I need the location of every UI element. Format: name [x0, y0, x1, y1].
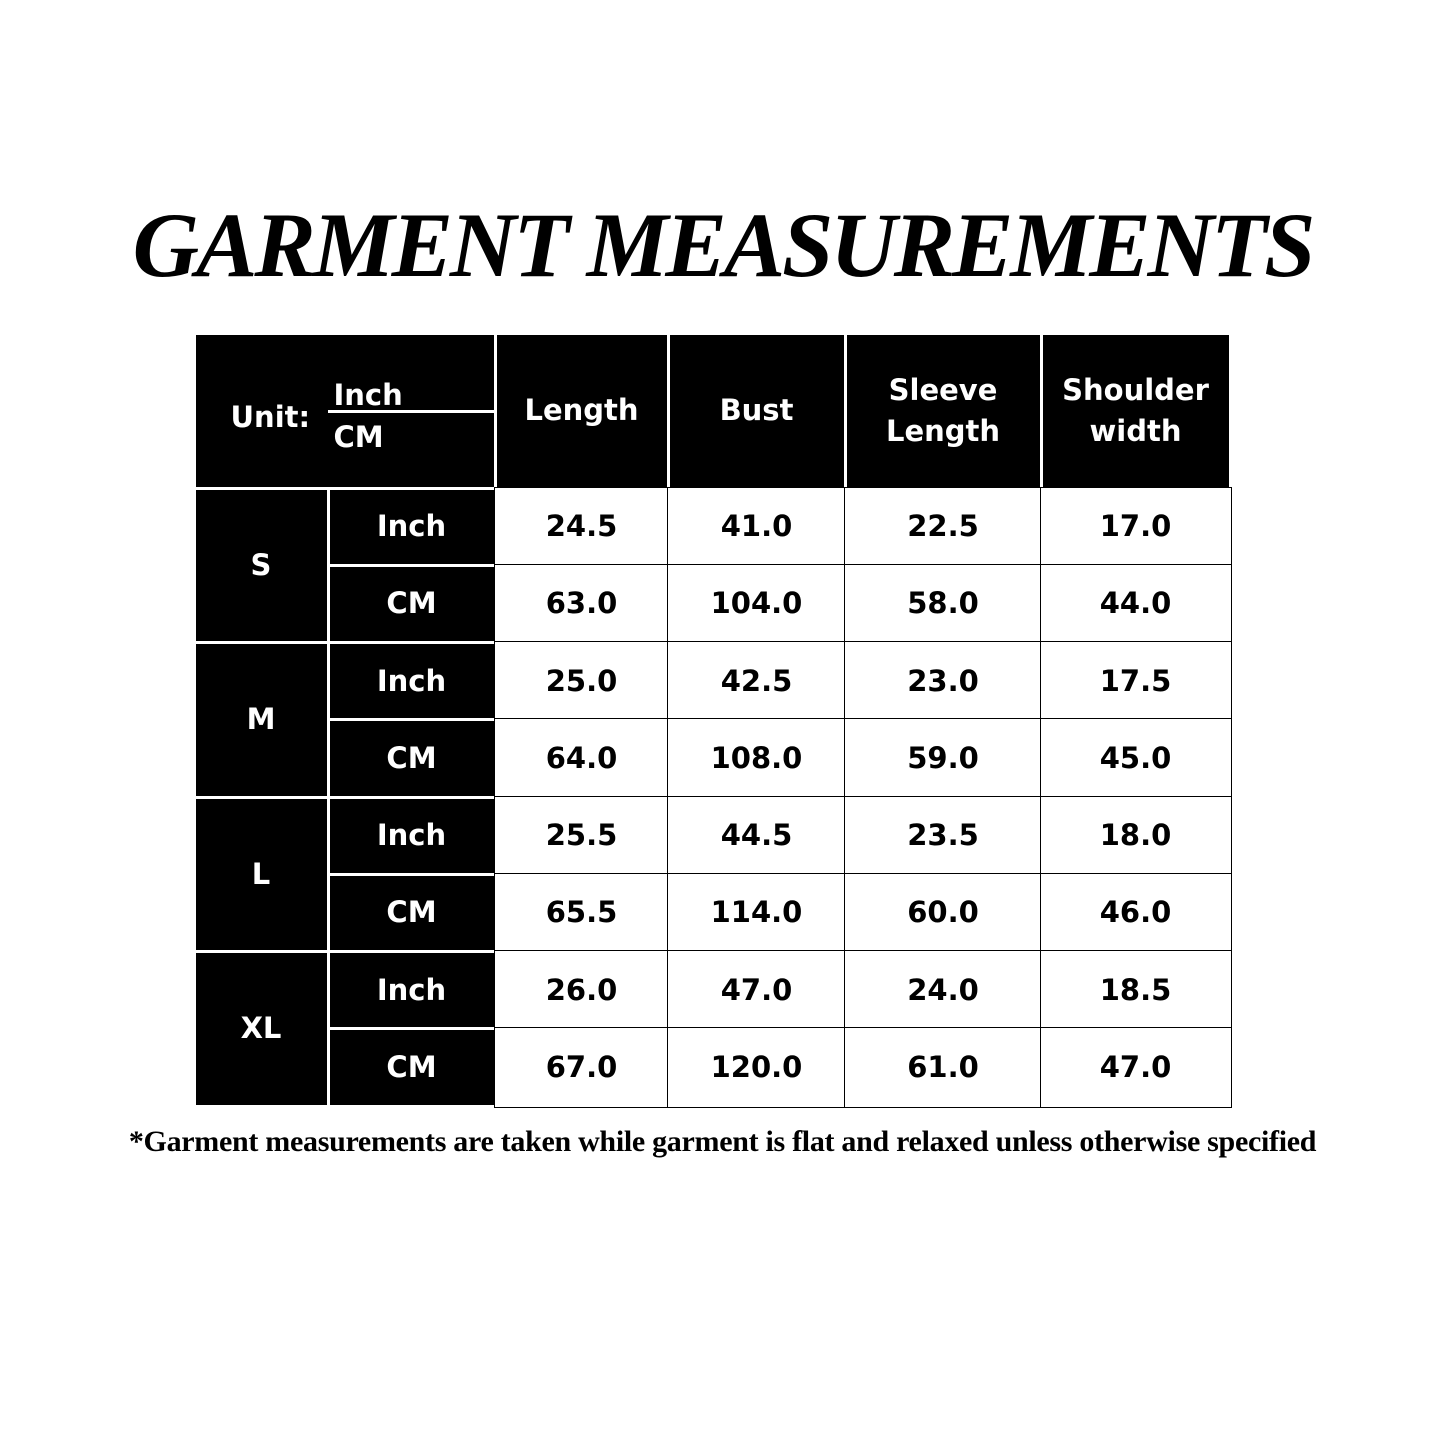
value-cell: 23.5 [843, 795, 1043, 876]
value-cell: 22.5 [843, 486, 1043, 567]
value-cell: 18.0 [1039, 795, 1232, 876]
value-cell: 44.0 [1039, 563, 1232, 644]
value-cell: 46.0 [1039, 872, 1232, 953]
value-cell: 23.0 [843, 641, 1043, 722]
value-cell: 61.0 [843, 1027, 1043, 1108]
column-header: Bust [669, 334, 844, 487]
column-header: Sleeve Length [846, 334, 1040, 487]
value-cell: 45.0 [1039, 718, 1232, 799]
value-cell: 18.5 [1039, 950, 1232, 1031]
unit-label: CM [329, 875, 494, 950]
value-cell: 63.0 [493, 563, 670, 644]
value-cell: 17.0 [1039, 486, 1232, 567]
unit-cm: CM [333, 419, 384, 454]
value-cell: 25.0 [493, 641, 670, 722]
value-cell: 64.0 [493, 718, 670, 799]
value-cell: 60.0 [843, 872, 1043, 953]
value-cell: 114.0 [666, 872, 847, 953]
unit-label: Inch [329, 644, 494, 719]
value-cell: 47.0 [666, 950, 847, 1031]
unit-label: Inch [329, 953, 494, 1028]
size-label: L [195, 798, 327, 950]
footnote: *Garment measurements are taken while ga… [128, 1125, 1317, 1158]
value-cell: 42.5 [666, 641, 847, 722]
title: GARMENT MEASUREMENTS [132, 194, 1316, 296]
unit-label: Unit: [230, 399, 311, 434]
column-header: Length [496, 334, 667, 487]
size-label: M [195, 644, 327, 796]
value-cell: 41.0 [666, 486, 847, 567]
value-cell: 17.5 [1039, 641, 1232, 722]
value-cell: 108.0 [666, 718, 847, 799]
unit-label: Inch [329, 798, 494, 873]
value-cell: 25.5 [493, 795, 670, 876]
value-cell: 65.5 [493, 872, 670, 953]
value-cell: 44.5 [666, 795, 847, 876]
value-cell: 24.0 [843, 950, 1043, 1031]
value-cell: 104.0 [666, 563, 847, 644]
column-header: Shoulder width [1042, 334, 1229, 487]
unit-label: CM [329, 1030, 494, 1105]
value-cell: 47.0 [1039, 1027, 1232, 1108]
value-cell: 26.0 [493, 950, 670, 1031]
size-label: S [195, 489, 327, 641]
unit-label: CM [329, 721, 494, 796]
value-cell: 59.0 [843, 718, 1043, 799]
unit-label: CM [329, 566, 494, 641]
value-cell: 67.0 [493, 1027, 670, 1108]
size-label: XL [195, 953, 327, 1105]
unit-label: Inch [329, 489, 494, 564]
unit-header: Unit: Inch CM [195, 334, 496, 487]
unit-inch: Inch [333, 377, 403, 412]
value-cell: 120.0 [666, 1027, 847, 1108]
value-cell: 24.5 [493, 486, 670, 567]
value-cell: 58.0 [843, 563, 1043, 644]
unit-divider [327, 409, 496, 413]
